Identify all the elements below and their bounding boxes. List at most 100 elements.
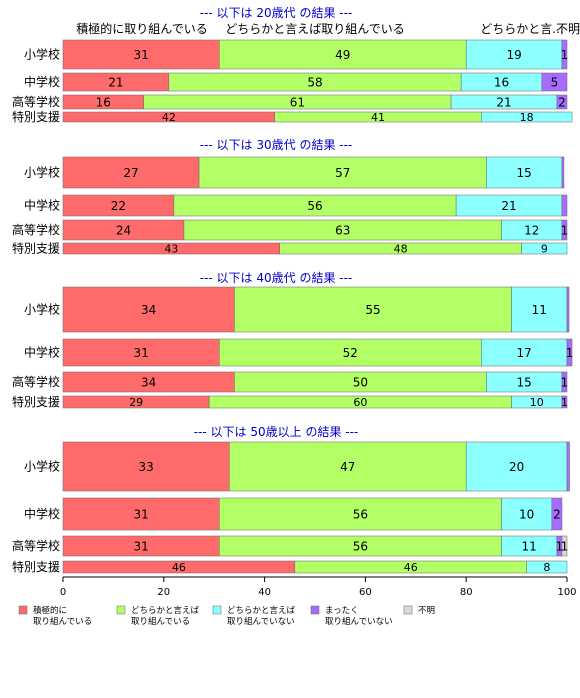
group-title: --- 以下は 30歳代 の結果 ---	[200, 138, 353, 152]
bar-segment	[561, 219, 568, 241]
row-label: 中学校	[24, 506, 60, 521]
data-label: 42	[162, 111, 176, 124]
data-label: 31	[133, 346, 148, 360]
data-label: 31	[133, 48, 148, 62]
data-label: 46	[172, 561, 186, 574]
bar-segment	[561, 194, 568, 217]
bar-segment	[481, 338, 568, 367]
data-label: 56	[307, 199, 322, 213]
bar-segment	[566, 338, 573, 367]
legend-swatch	[18, 605, 28, 615]
bar-segment	[218, 497, 502, 531]
row-label: 特別支援	[12, 109, 60, 124]
data-label: 24	[116, 223, 131, 237]
data-label: 17	[517, 346, 532, 360]
bar-segment	[541, 72, 568, 92]
bar-segment	[561, 535, 568, 557]
data-label: 1	[561, 396, 568, 409]
column-header: どちらかと言えば取り組んでいる	[225, 22, 404, 36]
bar-segment	[561, 156, 565, 189]
bar-segment	[481, 111, 573, 123]
row-label: 中学校	[24, 345, 60, 360]
x-tick-label: 20	[157, 587, 170, 598]
x-tick-label: 0	[60, 587, 66, 598]
data-label: 9	[541, 242, 548, 255]
data-label: 15	[517, 166, 532, 180]
data-label: 60	[353, 396, 367, 409]
data-label: 55	[365, 303, 380, 317]
data-label: 46	[404, 561, 418, 574]
data-label: 5	[551, 75, 559, 89]
data-label: 2	[558, 95, 566, 109]
data-label: 1	[561, 539, 569, 553]
bar-segment	[62, 497, 220, 531]
bar-segment	[62, 338, 220, 367]
group-title: --- 以下は 20歳代 の結果 ---	[200, 6, 353, 20]
column-header: どちらかと言...	[480, 22, 563, 36]
legend-swatch	[403, 605, 413, 615]
data-label: 33	[139, 460, 154, 474]
bar-segment	[561, 371, 568, 393]
data-label: 19	[506, 48, 521, 62]
data-label: 31	[133, 507, 148, 521]
data-label: 63	[335, 223, 350, 237]
bar-segment	[198, 156, 487, 189]
data-label: 20	[509, 460, 524, 474]
data-label: 56	[353, 539, 368, 553]
data-label: 29	[129, 396, 143, 409]
data-label: 11	[532, 303, 547, 317]
legend-swatch	[212, 605, 222, 615]
data-label: 48	[394, 242, 408, 255]
row-label: 小学校	[24, 165, 60, 180]
data-label: 16	[96, 95, 111, 109]
x-tick-label: 40	[258, 587, 271, 598]
data-label: 56	[353, 507, 368, 521]
data-label: 1	[561, 48, 569, 62]
data-label: 50	[353, 375, 368, 389]
row-label: 高等学校	[12, 538, 60, 553]
row-label: 高等学校	[12, 94, 60, 109]
row-label: 高等学校	[12, 222, 60, 237]
data-label: 41	[371, 111, 385, 124]
data-label: 10	[519, 507, 534, 521]
bar-segment	[511, 286, 568, 333]
data-label: 16	[494, 75, 509, 89]
column-header: 不明	[556, 22, 580, 36]
bar-segment	[465, 441, 568, 492]
bar-segment	[561, 39, 568, 70]
bar-segment	[566, 286, 570, 333]
x-tick-label: 60	[359, 587, 372, 598]
bar-segment	[566, 441, 570, 492]
data-label: 27	[123, 166, 138, 180]
bar-segment	[218, 39, 467, 70]
row-label: 中学校	[24, 74, 60, 89]
legend-label: 取り組んでいない	[325, 616, 393, 627]
data-label: 2	[553, 507, 561, 521]
data-label: 1	[561, 375, 569, 389]
data-label: 34	[141, 375, 156, 389]
row-label: 小学校	[24, 459, 60, 474]
row-label: 小学校	[24, 47, 60, 62]
row-label: 小学校	[24, 302, 60, 317]
bar-segment	[486, 156, 563, 189]
group-title: --- 以下は 40歳代 の結果 ---	[200, 271, 353, 285]
data-label: 15	[517, 375, 532, 389]
data-label: 57	[335, 166, 350, 180]
data-label: 1	[561, 223, 569, 237]
bar-segment	[551, 497, 563, 531]
data-label: 8	[543, 561, 550, 574]
x-tick-label: 80	[460, 587, 473, 598]
bar-segment	[62, 156, 200, 189]
legend-swatch	[116, 605, 126, 615]
legend-swatch	[310, 605, 320, 615]
group-title: --- 以下は 50歳以上 の結果 ---	[194, 425, 359, 439]
bar-segment	[229, 441, 467, 492]
bar-segment	[62, 39, 220, 70]
data-label: 49	[335, 48, 350, 62]
bar-segment	[501, 497, 553, 531]
data-label: 43	[164, 242, 178, 255]
row-label: 高等学校	[12, 374, 60, 389]
legend-label: 不明	[418, 606, 435, 616]
